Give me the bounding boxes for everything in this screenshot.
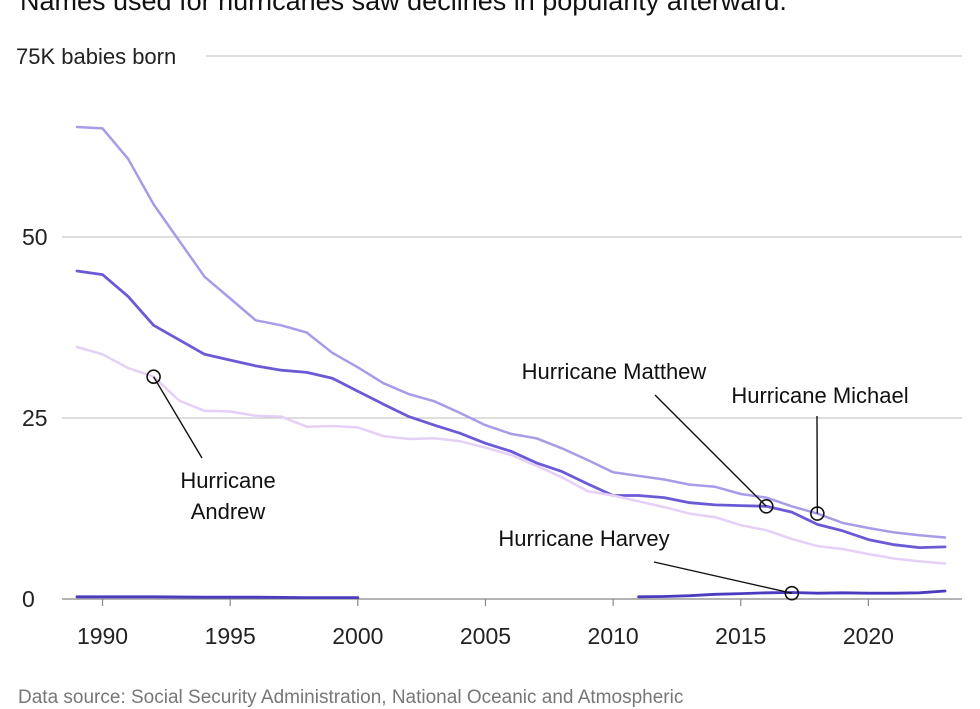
data-source-note: Data source: Social Security Administrat… bbox=[18, 687, 683, 709]
y-tick-label: 25 bbox=[22, 405, 48, 431]
series-line-harvey bbox=[639, 591, 945, 597]
x-tick-label: 2005 bbox=[460, 623, 511, 649]
y-tick-label: 50 bbox=[22, 224, 48, 250]
series-line-harvey bbox=[77, 597, 358, 598]
annotation-label-michael: Hurricane Michael bbox=[731, 383, 908, 408]
y-tick-label: 0 bbox=[22, 586, 35, 612]
annotation-leader-andrew bbox=[154, 377, 202, 458]
x-tick-label: 2010 bbox=[588, 623, 639, 649]
annotation-leader-harvey bbox=[654, 562, 792, 593]
annotation-label-andrew: Andrew bbox=[191, 499, 266, 524]
x-tick-label: 1990 bbox=[77, 623, 128, 649]
annotation-label-andrew: Hurricane bbox=[180, 468, 275, 493]
annotation-leader-matthew bbox=[655, 395, 766, 506]
x-tick-label: 1995 bbox=[205, 623, 256, 649]
x-axis-labels: 1990 1995 2000 2005 2010 2015 2020 bbox=[77, 623, 894, 649]
x-tick-label: 2015 bbox=[715, 623, 766, 649]
x-tick-label: 2020 bbox=[843, 623, 894, 649]
annotation-label-harvey: Hurricane Harvey bbox=[498, 526, 669, 551]
y-axis-unit-label: 75K babies born bbox=[16, 44, 176, 69]
annotations: Hurricane Andrew Hurricane Matthew Hurrican… bbox=[147, 359, 909, 600]
annotation-label-matthew: Hurricane Matthew bbox=[522, 359, 707, 384]
x-tick-label: 2000 bbox=[332, 623, 383, 649]
